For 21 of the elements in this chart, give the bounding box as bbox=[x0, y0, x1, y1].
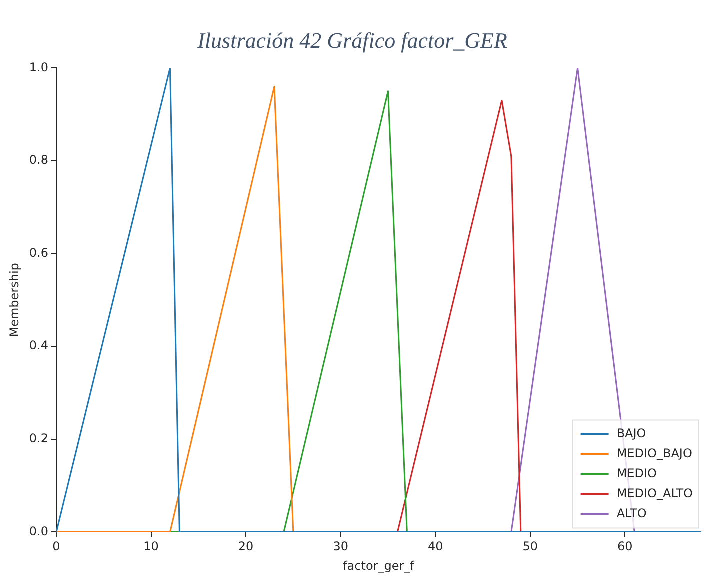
x-tick-label: 30 bbox=[333, 540, 348, 554]
x-tick-label: 10 bbox=[144, 540, 159, 554]
x-tick-label: 50 bbox=[522, 540, 538, 554]
chart-title: Ilustración 42 Gráfico factor_GER bbox=[196, 28, 508, 54]
legend-label: MEDIO_BAJO bbox=[616, 446, 692, 460]
y-tick-label: 0.8 bbox=[29, 153, 48, 168]
y-tick-label: 0.2 bbox=[29, 432, 48, 446]
legend-label: MEDIO_ALTO bbox=[616, 486, 694, 500]
x-tick-label: 0 bbox=[52, 540, 60, 554]
x-axis-title: factor_ger_f bbox=[343, 558, 416, 573]
y-axis-title: Membership bbox=[7, 263, 22, 338]
legend-label: BAJO bbox=[616, 426, 646, 440]
x-tick-label: 60 bbox=[618, 540, 633, 554]
y-tick-label: 0.0 bbox=[29, 524, 48, 538]
x-tick-label: 20 bbox=[238, 540, 254, 554]
y-tick-label: 0.6 bbox=[29, 246, 48, 260]
x-tick-label: 40 bbox=[428, 540, 444, 554]
legend-label: ALTO bbox=[616, 506, 647, 520]
y-tick-label: 0.4 bbox=[29, 338, 48, 353]
legend-label: MEDIO bbox=[616, 466, 657, 480]
y-tick-label: 1.0 bbox=[29, 60, 48, 74]
